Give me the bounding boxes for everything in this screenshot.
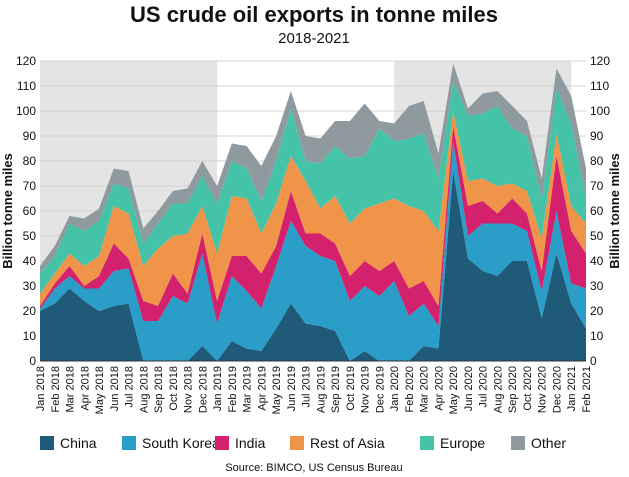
x-tick-label: Apr 2020 <box>433 366 445 411</box>
x-tick-label: Jan 2019 <box>212 366 224 411</box>
legend-label: South Korea <box>142 435 220 451</box>
x-tick-label: Apr 2018 <box>79 366 91 411</box>
x-tick-label: Sep 2018 <box>153 366 165 413</box>
x-tick-label: Jul 2018 <box>124 366 136 408</box>
x-tick-label: May 2020 <box>448 366 460 414</box>
legend-label: China <box>60 435 97 451</box>
area <box>40 171 586 361</box>
y-tick-label: 20 <box>23 304 37 318</box>
x-tick-label: Jun 2020 <box>463 366 475 411</box>
y2-axis-label: Billion tonne miles <box>607 153 622 269</box>
x-tick-label: Apr 2019 <box>256 366 268 411</box>
y2-tick-label: 60 <box>590 204 604 218</box>
legend-swatch <box>122 436 136 450</box>
y-tick-label: 80 <box>23 154 37 168</box>
x-tick-label: Oct 2018 <box>168 366 180 411</box>
x-tick-label: May 2018 <box>94 366 106 414</box>
legend-label: Other <box>531 435 566 451</box>
y2-tick-label: 80 <box>590 154 604 168</box>
x-tick-label: Sep 2019 <box>330 366 342 413</box>
x-tick-label: May 2019 <box>271 366 283 414</box>
y-tick-label: 100 <box>16 104 36 118</box>
x-tick-label: Feb 2018 <box>50 366 62 412</box>
x-tick-label: Oct 2020 <box>522 366 534 411</box>
legend-swatch <box>290 436 304 450</box>
y2-tick-label: 10 <box>590 329 604 343</box>
y-axis-label: Billion tonne miles <box>0 153 15 269</box>
legend-label: India <box>235 435 266 451</box>
y-tick-label: 40 <box>23 254 37 268</box>
y-tick-label: 70 <box>23 179 37 193</box>
x-tick-label: Aug 2018 <box>138 366 150 413</box>
x-tick-label: Nov 2018 <box>183 366 195 413</box>
x-tick-label: Nov 2020 <box>537 366 549 413</box>
x-tick-label: Oct 2019 <box>345 366 357 411</box>
chart-subtitle: 2018-2021 <box>278 30 350 47</box>
x-tick-label: Feb 2021 <box>581 366 593 412</box>
y2-tick-label: 110 <box>590 79 609 93</box>
legend-label: Rest of Asia <box>310 435 385 451</box>
x-tick-label: Dec 2020 <box>551 366 563 413</box>
y2-tick-label: 70 <box>590 179 604 193</box>
y-tick-label: 120 <box>16 54 36 68</box>
x-tick-label: Feb 2020 <box>404 366 416 412</box>
x-tick-label: Jan 2018 <box>35 366 47 411</box>
y-tick-label: 0 <box>29 354 36 368</box>
legend-label: Europe <box>440 435 485 451</box>
x-tick-label: Aug 2020 <box>492 366 504 413</box>
y2-tick-label: 20 <box>590 304 604 318</box>
x-tick-label: Jul 2019 <box>301 366 313 408</box>
x-tick-label: Jan 2020 <box>389 366 401 411</box>
x-tick-label: Mar 2018 <box>65 366 77 412</box>
y-tick-label: 10 <box>23 329 37 343</box>
source: Source: BIMCO, US Census Bureau <box>225 462 402 474</box>
area <box>40 111 586 306</box>
legend-swatch <box>215 436 229 450</box>
y-tick-label: 50 <box>23 229 37 243</box>
x-tick-label: Mar 2020 <box>419 366 431 412</box>
y2-tick-label: 90 <box>590 129 604 143</box>
x-tick-label: Jan 2021 <box>566 366 578 411</box>
y-tick-label: 90 <box>23 129 37 143</box>
y2-tick-label: 0 <box>590 354 597 368</box>
area <box>40 81 586 294</box>
legend-swatch <box>40 436 54 450</box>
y2-tick-label: 30 <box>590 279 604 293</box>
area <box>40 126 586 326</box>
x-tick-label: Jul 2020 <box>478 366 490 408</box>
x-tick-label: Feb 2019 <box>227 366 239 412</box>
y2-tick-label: 120 <box>590 54 610 68</box>
chart-title: US crude oil exports in tonne miles <box>130 2 498 27</box>
y-tick-label: 30 <box>23 279 37 293</box>
x-tick-label: Aug 2019 <box>315 366 327 413</box>
y2-tick-label: 50 <box>590 229 604 243</box>
y-tick-label: 110 <box>17 79 36 93</box>
x-tick-label: Dec 2018 <box>197 366 209 413</box>
x-tick-label: Sep 2020 <box>507 366 519 413</box>
x-tick-label: Nov 2019 <box>360 366 372 413</box>
y-tick-label: 60 <box>23 204 37 218</box>
y2-tick-label: 100 <box>590 104 610 118</box>
x-tick-label: Jun 2018 <box>109 366 121 411</box>
legend-swatch <box>420 436 434 450</box>
legend-swatch <box>511 436 525 450</box>
x-tick-label: Mar 2019 <box>242 366 254 412</box>
x-tick-label: Dec 2019 <box>374 366 386 413</box>
x-tick-label: Jun 2019 <box>286 366 298 411</box>
y2-tick-label: 40 <box>590 254 604 268</box>
